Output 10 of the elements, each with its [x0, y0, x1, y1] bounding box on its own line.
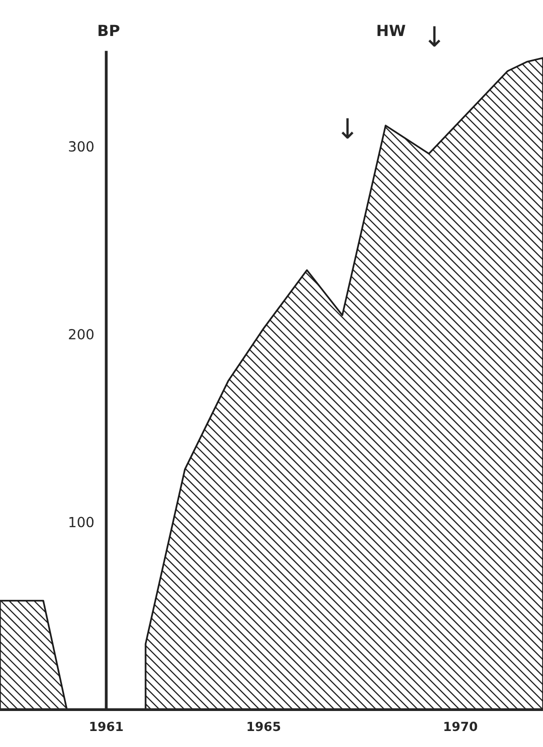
x-tick-label: 1965 [248, 722, 280, 732]
y-axis-title: BP [98, 24, 120, 36]
y-tick-label: 100 [69, 516, 94, 528]
x-tick-label: 1970 [444, 722, 478, 732]
annotation: ↓ [342, 118, 354, 139]
y-tick-label: 300 [68, 141, 94, 152]
x-tick-label: 1961 [90, 722, 123, 732]
text: ↓ [428, 26, 440, 47]
text: HW [378, 24, 406, 36]
y-tick-label: 200 [68, 328, 94, 340]
